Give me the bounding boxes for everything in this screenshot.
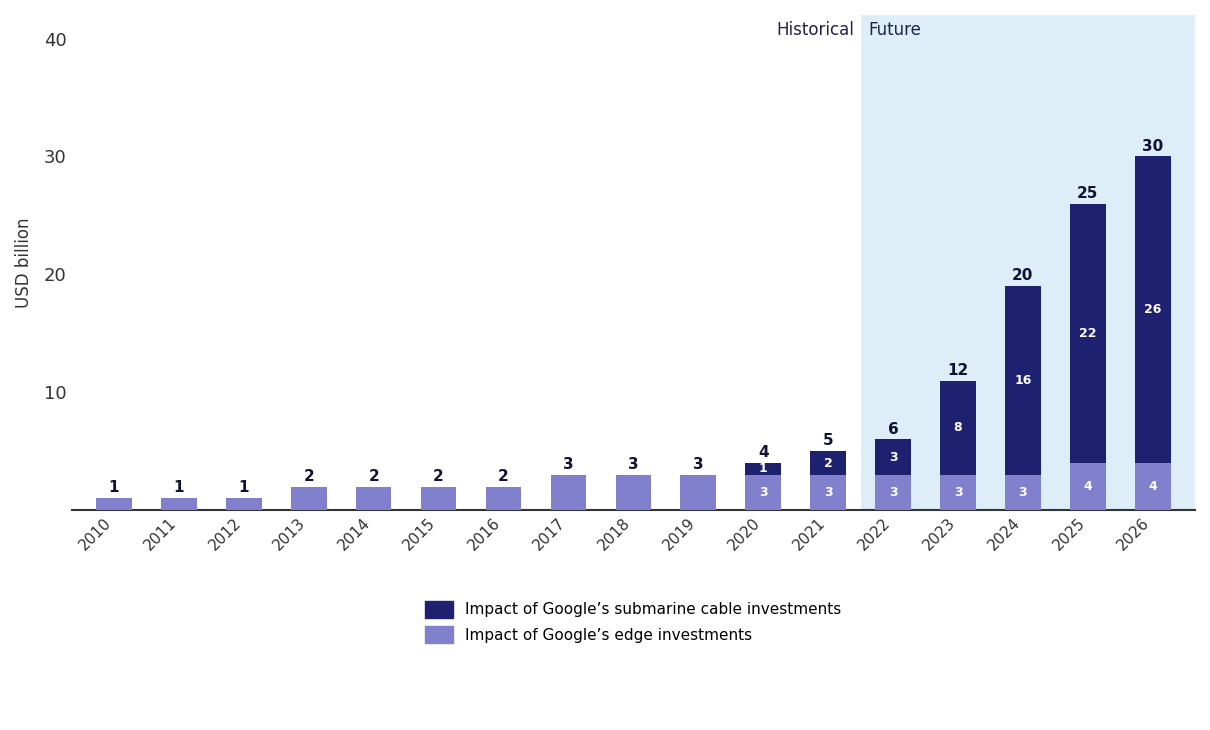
Bar: [811, 451, 846, 474]
Text: 2: 2: [304, 469, 315, 484]
Bar: [1070, 204, 1106, 463]
Text: 8: 8: [953, 421, 962, 434]
Text: 2: 2: [824, 456, 832, 469]
Text: Future: Future: [869, 21, 922, 39]
Bar: [875, 474, 911, 510]
Bar: [1006, 474, 1041, 510]
Text: 4: 4: [1083, 480, 1093, 493]
Bar: [680, 474, 716, 510]
Bar: [1006, 286, 1041, 474]
Text: 22: 22: [1079, 327, 1096, 340]
Text: 2: 2: [368, 469, 379, 484]
Text: 3: 3: [759, 486, 767, 499]
Text: 3: 3: [563, 457, 574, 472]
Text: 3: 3: [693, 457, 703, 472]
Text: 20: 20: [1013, 268, 1033, 283]
Bar: [1135, 156, 1170, 463]
Text: 3: 3: [628, 457, 639, 472]
Bar: [1135, 463, 1170, 510]
Text: 6: 6: [888, 421, 899, 437]
Text: 16: 16: [1014, 374, 1032, 387]
Bar: [940, 380, 975, 475]
Bar: [226, 499, 261, 510]
Bar: [1070, 463, 1106, 510]
Bar: [811, 474, 846, 510]
Text: 1: 1: [238, 480, 249, 496]
Text: 30: 30: [1142, 139, 1164, 153]
Bar: [161, 499, 197, 510]
Bar: [421, 487, 456, 510]
Bar: [356, 487, 392, 510]
Text: 3: 3: [824, 486, 832, 499]
Bar: [96, 499, 132, 510]
Bar: [940, 474, 975, 510]
Text: 2: 2: [499, 469, 509, 484]
Text: 3: 3: [953, 486, 962, 499]
Text: Historical: Historical: [777, 21, 854, 39]
Text: 26: 26: [1145, 303, 1162, 316]
Text: 1: 1: [759, 462, 767, 475]
Bar: [875, 439, 911, 474]
Text: 1: 1: [173, 480, 184, 496]
Text: 12: 12: [947, 363, 969, 377]
Text: 3: 3: [1019, 486, 1027, 499]
Text: 2: 2: [433, 469, 444, 484]
Legend: Impact of Google’s submarine cable investments, Impact of Google’s edge investme: Impact of Google’s submarine cable inves…: [417, 593, 849, 651]
Bar: [551, 474, 587, 510]
Bar: [290, 487, 327, 510]
Text: 4: 4: [1148, 480, 1157, 493]
Bar: [862, 15, 1197, 510]
Bar: [745, 463, 782, 474]
Text: 3: 3: [889, 486, 898, 499]
Text: 25: 25: [1077, 185, 1099, 201]
Bar: [745, 474, 782, 510]
Text: 4: 4: [757, 445, 768, 460]
Bar: [616, 474, 651, 510]
Text: 5: 5: [823, 434, 834, 448]
Bar: [485, 487, 522, 510]
Text: 1: 1: [109, 480, 119, 496]
Text: 3: 3: [889, 450, 898, 464]
Y-axis label: USD billion: USD billion: [15, 218, 33, 308]
